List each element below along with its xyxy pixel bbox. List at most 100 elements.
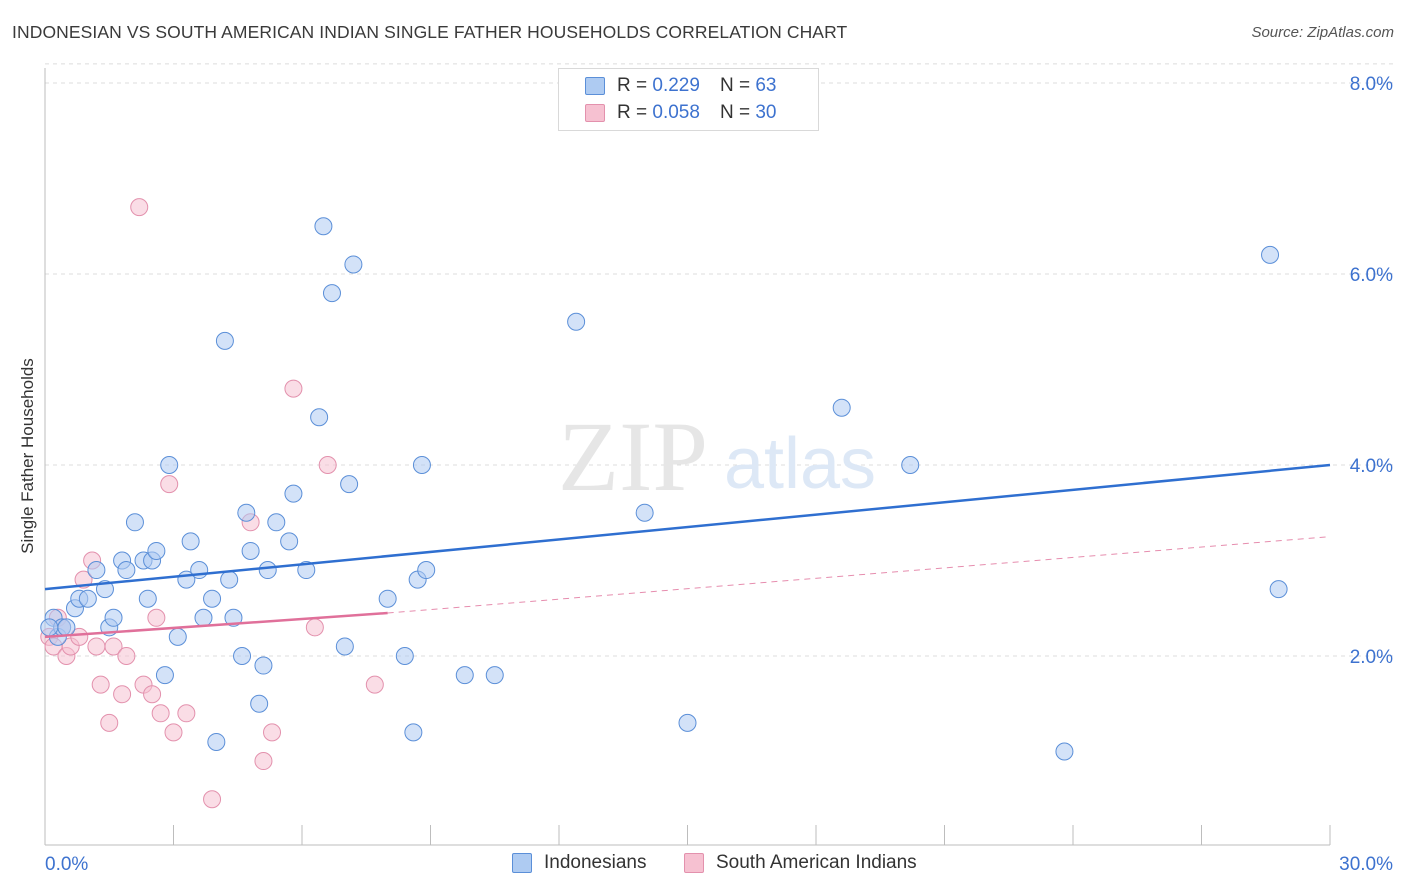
legend-row-indonesians: R = 0.229 N = 63 [585,74,776,98]
data-point-indonesians [832,398,851,417]
data-point-south-american-indians [305,618,324,637]
data-point-south-american-indians [113,685,132,704]
data-point-south-american-indians [130,198,149,217]
legend-item-south-american-indians[interactable]: South American Indians [684,852,917,874]
data-point-indonesians [224,608,243,627]
watermark: ZIP atlas [558,401,876,512]
data-point-indonesians [258,561,277,580]
x-tick-label: 30.0% [1339,854,1393,875]
trendline-indonesians [44,463,1331,591]
source-label: Source: ZipAtlas.com [1251,24,1394,41]
data-point-indonesians [335,637,354,656]
legend-n-label: N = [719,102,751,123]
data-point-indonesians [78,589,97,608]
x-tick-label: 0.0% [45,854,88,875]
chart-title: INDONESIAN VS SOUTH AMERICAN INDIAN SING… [12,22,848,42]
legend-swatch-blue [585,77,605,95]
data-point-south-american-indians [87,637,106,656]
grid-lines [45,63,1393,657]
data-point-indonesians [241,541,260,560]
data-point-south-american-indians [147,608,166,627]
trendline-south-american-indians-extension [387,536,1331,614]
data-point-indonesians [254,656,273,675]
data-point-indonesians [635,503,654,522]
legend-label-indonesians: Indonesians [544,852,647,873]
data-point-south-american-indians [365,675,384,694]
data-point-indonesians [678,713,697,732]
data-point-indonesians [344,255,363,274]
legend-row-south-american-indians: R = 0.058 N = 30 [585,101,776,125]
data-point-indonesians [250,694,269,713]
legend-n-label: N = [719,75,751,96]
y-tick-label: 6.0% [1350,265,1393,286]
data-point-indonesians [155,666,174,685]
data-point-indonesians [322,284,341,303]
data-point-indonesians [340,475,359,494]
trendline-south-american-indians [44,611,388,639]
data-point-indonesians [404,723,423,742]
data-point-indonesians [194,608,213,627]
data-point-indonesians [215,331,234,350]
data-point-south-american-indians [100,713,119,732]
data-point-indonesians [412,456,431,474]
data-point-indonesians [117,561,136,580]
data-point-indonesians [147,541,166,560]
data-point-indonesians [280,532,299,551]
data-point-indonesians [395,647,414,665]
data-point-indonesians [237,503,256,522]
data-point-south-american-indians [70,627,89,646]
legend-r-label: R = [617,102,648,123]
data-point-indonesians [160,456,179,474]
y-tick-label: 8.0% [1350,74,1393,95]
y-tick-label: 2.0% [1350,647,1393,668]
data-point-indonesians [203,589,222,608]
data-point-indonesians [104,608,123,627]
legend-label-south-american-indians: South American Indians [716,852,917,873]
data-point-indonesians [284,484,303,503]
data-point-indonesians [567,312,586,331]
data-point-indonesians [40,618,59,637]
data-point-indonesians [181,532,200,551]
watermark-zip: ZIP [558,401,708,512]
data-point-indonesians [207,732,226,751]
series-legend: Indonesians South American Indians [0,852,1406,878]
legend-swatch-pink [585,104,605,122]
data-point-south-american-indians [263,723,282,742]
data-point-indonesians [314,217,333,236]
data-point-indonesians [57,618,76,637]
data-point-indonesians [417,561,436,580]
axes [44,68,1331,846]
legend-n-value: 63 [755,75,777,96]
data-point-indonesians [455,666,474,685]
data-point-indonesians [138,589,157,608]
data-point-south-american-indians [177,704,196,723]
data-point-indonesians [485,666,504,685]
y-axis-label: Single Father Households [18,358,37,554]
trend-lines [44,463,1331,639]
data-point-south-american-indians [143,685,162,704]
watermark-atlas: atlas [724,424,876,504]
data-point-south-american-indians [164,723,183,742]
data-point-south-american-indians [104,637,123,656]
data-point-indonesians [901,456,920,474]
legend-r-value: 0.058 [652,102,700,123]
legend-n-value: 30 [755,102,777,123]
legend-r-value: 0.229 [652,75,700,96]
data-point-south-american-indians [91,675,110,694]
data-point-south-american-indians [254,752,273,771]
legend-swatch-blue [512,853,532,873]
data-point-indonesians [125,513,144,532]
data-point-indonesians [378,589,397,608]
data-point-south-american-indians [318,456,337,474]
data-point-south-american-indians [117,647,136,665]
data-point-south-american-indians [284,379,303,398]
data-point-south-american-indians [203,790,222,809]
data-point-indonesians [87,561,106,580]
data-point-indonesians [310,408,329,427]
data-point-indonesians [1055,742,1074,761]
legend-r-label: R = [617,75,648,96]
data-point-indonesians [1261,245,1280,264]
data-point-south-american-indians [151,704,170,723]
legend-item-indonesians[interactable]: Indonesians [512,852,646,874]
